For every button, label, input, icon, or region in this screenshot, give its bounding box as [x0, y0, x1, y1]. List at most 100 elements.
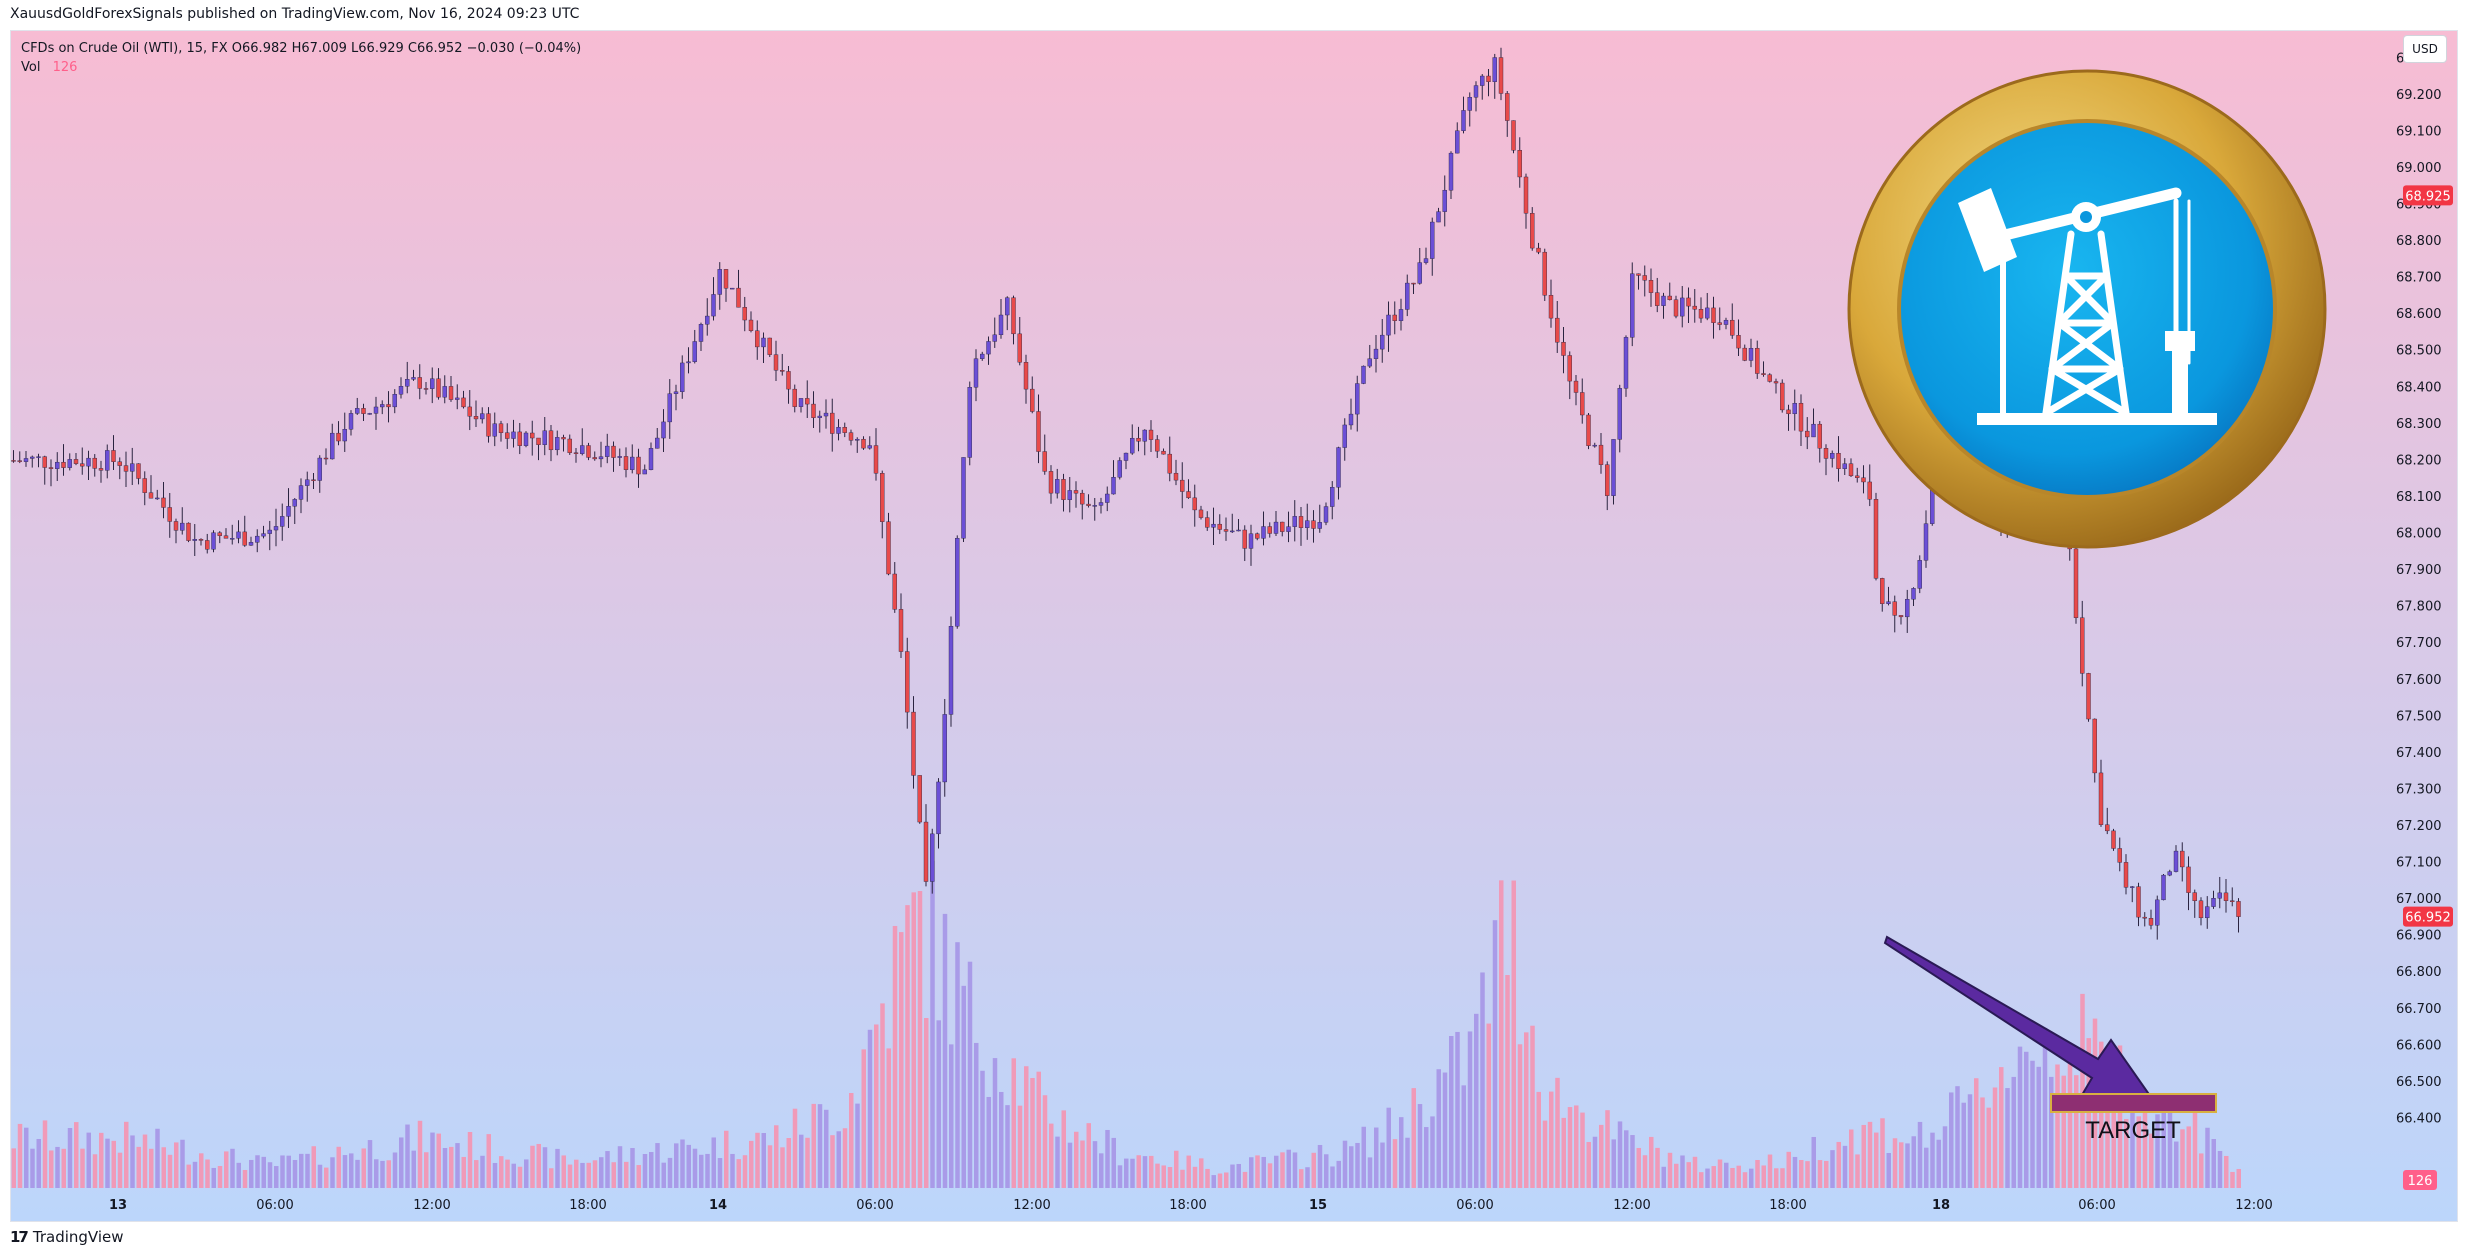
candle-body: [1348, 413, 1354, 426]
candle-body: [692, 341, 697, 362]
volume-bar: [374, 1159, 379, 1188]
candle-body: [273, 526, 279, 531]
candle-body: [2186, 866, 2191, 893]
candle-body: [898, 609, 904, 652]
candle-body: [1561, 341, 1566, 356]
volume-bar: [230, 1148, 235, 1188]
tradingview-logo[interactable]: 17 TradingView: [10, 1228, 124, 1246]
volume-bar: [86, 1132, 91, 1188]
candle-body: [2230, 900, 2235, 902]
volume-bar: [2211, 1139, 2216, 1188]
candle-body: [1655, 292, 1660, 306]
volume-bar: [36, 1138, 41, 1188]
candle-body: [236, 531, 241, 539]
volume-bar: [1530, 1025, 1535, 1188]
candle-body: [1842, 463, 1847, 469]
volume-bar: [1786, 1151, 1791, 1188]
y-tick-label: 66.900: [2396, 929, 2442, 944]
candle-body: [1180, 479, 1185, 492]
candle-body: [930, 833, 935, 882]
y-tick-label: 68.400: [2396, 380, 2442, 395]
candle-body: [205, 540, 210, 550]
candle-body: [961, 457, 966, 539]
y-tick-label: 68.500: [2396, 344, 2442, 359]
volume-bar: [186, 1164, 191, 1188]
volume-bar: [874, 1024, 879, 1188]
candle-body: [1911, 588, 1916, 600]
candle-body: [167, 507, 172, 522]
candle-body: [1723, 319, 1729, 325]
candle-body: [1217, 523, 1222, 530]
y-tick-label: 66.800: [2396, 965, 2442, 980]
volume-bar: [2074, 1075, 2079, 1188]
candle-body: [1736, 335, 1741, 349]
volume-bar: [180, 1139, 185, 1188]
candle-body: [2211, 898, 2216, 907]
volume-bar: [1867, 1121, 1873, 1188]
volume-bar: [1680, 1155, 1685, 1188]
candle-body: [523, 432, 529, 446]
candle-body: [98, 468, 104, 471]
candle-body: [223, 535, 229, 539]
candle-body: [736, 287, 741, 308]
volume-bar: [2099, 1041, 2104, 1188]
candle-body: [542, 430, 547, 445]
volume-bar: [724, 1130, 729, 1188]
volume-bar: [1292, 1152, 1298, 1188]
candle-body: [1186, 491, 1191, 499]
candle-body: [2173, 850, 2179, 872]
price-tag: [2403, 185, 2453, 206]
volume-bar: [355, 1159, 360, 1188]
volume-bar: [1417, 1104, 1423, 1188]
volume-bar: [1030, 1078, 1035, 1188]
candle-body: [367, 413, 372, 415]
candle-body: [2130, 886, 2135, 888]
currency-button[interactable]: USD: [2403, 35, 2447, 63]
candle-body: [2192, 892, 2197, 902]
chart-svg[interactable]: 66.400 66.500 66.600 66.700 66.800 66.900 67.0…: [11, 31, 2457, 1221]
y-tick-label: 67.200: [2396, 819, 2442, 834]
volume-bar: [1905, 1143, 1910, 1188]
volume-bar: [2217, 1150, 2223, 1188]
candle-body: [880, 473, 885, 522]
volume-bar: [455, 1143, 460, 1188]
volume-bar: [1211, 1175, 1216, 1188]
volume-bar: [1111, 1137, 1116, 1188]
volume-bar: [305, 1153, 310, 1188]
volume-bar: [1230, 1164, 1235, 1188]
candle-body: [86, 457, 91, 467]
volume-bar: [636, 1165, 641, 1188]
candle-body: [1755, 348, 1760, 374]
volume-bar: [1124, 1158, 1129, 1188]
chart-frame[interactable]: 66.400 66.500 66.600 66.700 66.800 66.900 67.0…: [10, 30, 2458, 1222]
candle-body: [2161, 874, 2166, 901]
y-tick-label: 67.100: [2396, 856, 2442, 871]
y-tick-label: 68.000: [2396, 527, 2442, 542]
volume-bar: [592, 1160, 598, 1188]
volume-bar: [1349, 1146, 1354, 1188]
volume-bar: [1161, 1165, 1166, 1188]
candle-body: [817, 415, 822, 418]
volume-bar: [192, 1161, 198, 1188]
volume-bar: [1917, 1121, 1923, 1188]
volume-bar: [899, 932, 904, 1188]
candle-body: [317, 457, 322, 481]
candle-body: [1861, 477, 1866, 483]
candle-body: [248, 542, 254, 546]
volume-bar: [61, 1148, 66, 1188]
price-tag-label: 66.952: [2405, 911, 2451, 926]
candle-body: [1661, 295, 1666, 306]
x-tick-label: 12:00: [1013, 1198, 1050, 1213]
volume-bar: [430, 1132, 435, 1188]
volume-bar: [1355, 1142, 1360, 1188]
volume-bar: [17, 1123, 23, 1188]
volume-bar: [1067, 1142, 1073, 1188]
candle-body: [1048, 471, 1054, 494]
candle-body: [386, 404, 391, 408]
candle-body: [1386, 314, 1391, 336]
candle-body: [1117, 460, 1122, 478]
candle-body: [1130, 437, 1135, 454]
candle-body: [1892, 601, 1897, 616]
volume-bar: [1767, 1154, 1773, 1188]
candle-body: [2086, 673, 2091, 720]
